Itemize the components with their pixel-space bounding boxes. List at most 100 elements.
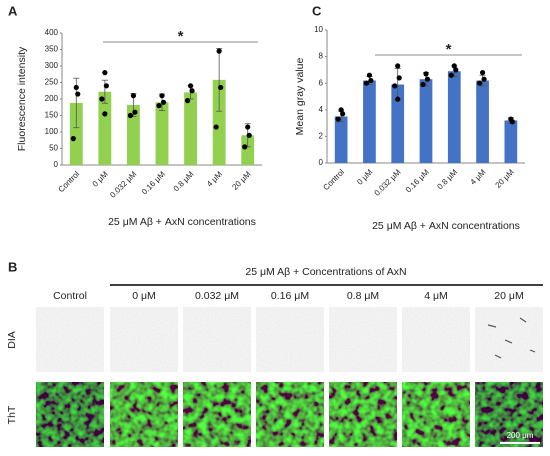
bar	[476, 80, 489, 163]
y-tick-label: 0	[319, 158, 324, 167]
tht-image	[256, 382, 324, 447]
dia-image	[402, 307, 470, 372]
data-point	[509, 119, 515, 125]
y-tick-label: 400	[45, 28, 59, 37]
y-axis-title: Fluorescence intensity	[16, 46, 28, 151]
data-point	[476, 80, 483, 86]
data-point	[160, 99, 167, 105]
data-point	[392, 83, 398, 89]
data-point	[420, 81, 426, 88]
data-point	[187, 83, 194, 89]
tht-image	[36, 382, 104, 447]
data-point	[368, 77, 374, 84]
x-tick-label: 0 μM	[91, 169, 110, 188]
x-axis-title: 25 μM Aβ + AxN concentrations	[108, 216, 256, 228]
y-tick-label: 250	[45, 78, 59, 87]
x-tick-label: Control	[57, 169, 82, 194]
tht-image	[475, 382, 543, 447]
column-label: 0 μM	[132, 290, 156, 302]
significance-marker: *	[446, 41, 452, 58]
particle	[529, 349, 536, 353]
x-tick-label: 0.8 μM	[435, 167, 459, 191]
row-label: ThT	[6, 405, 18, 424]
x-tick-label: 0.032 μM	[108, 169, 138, 199]
data-point	[424, 76, 431, 82]
y-tick-label: 4	[319, 105, 324, 114]
bar	[69, 102, 83, 165]
dia-image	[256, 307, 324, 372]
data-point	[448, 72, 454, 78]
data-point	[242, 144, 248, 150]
bar	[184, 92, 197, 165]
scale-bar-label: 200 μm	[507, 431, 534, 440]
y-tick-label: 0	[54, 160, 59, 169]
x-tick-label: 4 μM	[468, 167, 487, 186]
x-tick-label: 0 μM	[355, 167, 374, 186]
particle	[504, 339, 513, 344]
data-point	[216, 48, 222, 54]
y-tick-label: 2	[319, 132, 324, 141]
y-tick-label: 300	[45, 61, 59, 70]
x-tick-label: 0.16 μM	[404, 167, 431, 194]
x-tick-label: 0.032 μM	[373, 167, 403, 197]
column-label: 0.16 μM	[271, 290, 309, 302]
y-tick-label: 100	[45, 127, 59, 136]
y-tick-label: 10	[314, 25, 323, 34]
data-point	[103, 83, 109, 89]
data-point	[189, 88, 195, 94]
panel-b: B 25 μM Aβ + Concentrations of AxN DIA T…	[6, 259, 543, 447]
panel-label: A	[8, 3, 18, 18]
column-label: Control	[53, 290, 87, 302]
data-point	[395, 96, 401, 102]
x-axis-title: 25 μM Aβ + AxN concentrations	[372, 220, 520, 232]
particle	[487, 324, 497, 328]
panel-label: B	[8, 259, 17, 274]
x-tick-label: 20 μM	[230, 169, 252, 191]
particle	[519, 317, 527, 323]
x-tick-label: 0.16 μM	[140, 169, 167, 196]
data-point	[423, 71, 429, 77]
data-point	[102, 70, 108, 76]
data-point	[70, 136, 76, 142]
bar	[334, 116, 348, 163]
data-point	[363, 80, 370, 86]
data-point	[159, 93, 165, 99]
x-tick-label: 0.8 μM	[172, 169, 196, 193]
tht-image	[329, 382, 397, 447]
data-point	[340, 111, 346, 117]
bar	[419, 79, 433, 163]
tht-image	[402, 382, 470, 447]
particle	[494, 354, 502, 359]
column-label: 0.8 μM	[347, 290, 379, 302]
data-point	[130, 93, 137, 99]
y-tick-label: 50	[49, 144, 58, 153]
column-label: 20 μM	[494, 290, 523, 302]
data-point	[338, 107, 344, 113]
data-point	[99, 96, 105, 102]
y-tick-label: 350	[45, 45, 59, 54]
data-point	[451, 63, 457, 69]
bar	[98, 91, 112, 165]
row-label: DIA	[6, 331, 18, 349]
data-point	[246, 132, 252, 138]
data-point	[218, 84, 224, 91]
tht-image	[110, 382, 178, 447]
column-label: 4 μM	[424, 290, 448, 302]
x-tick-label: 20 μM	[494, 167, 516, 189]
bar	[212, 79, 226, 165]
y-tick-label: 200	[45, 94, 59, 103]
data-point	[396, 75, 402, 81]
panel-label: C	[312, 3, 322, 18]
y-tick-label: 150	[45, 111, 59, 120]
bar	[155, 102, 169, 165]
data-point	[366, 72, 373, 78]
data-point	[75, 91, 81, 97]
data-point	[335, 116, 341, 122]
dia-image	[329, 307, 397, 372]
data-point	[156, 103, 162, 109]
y-tick-label: 6	[319, 78, 324, 87]
bar	[363, 80, 376, 163]
bar	[391, 84, 405, 163]
data-point	[481, 76, 487, 82]
